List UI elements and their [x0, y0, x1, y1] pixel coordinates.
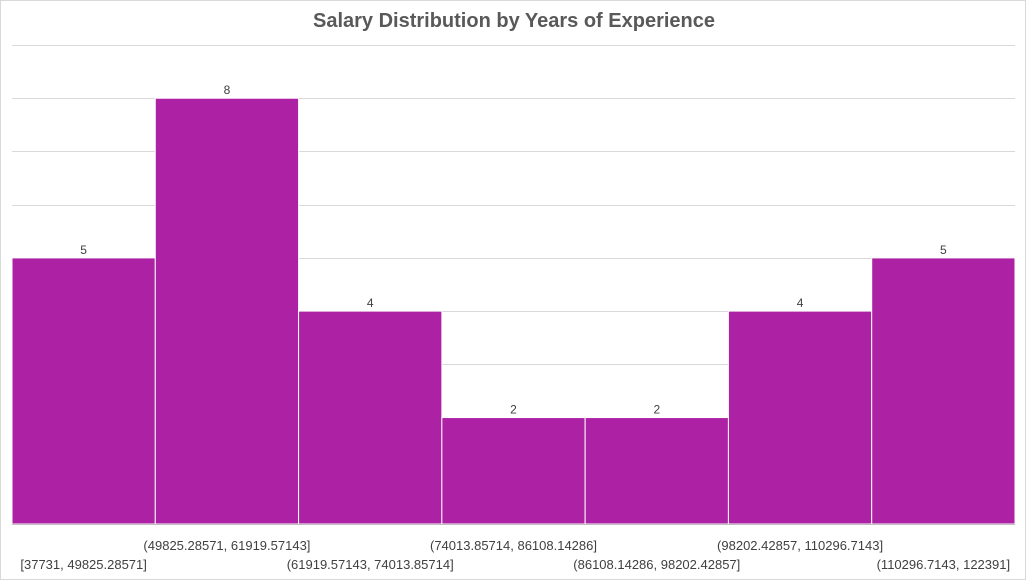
histogram-bar [727, 310, 873, 525]
bar-value-label: 2 [653, 403, 660, 417]
bar-value-label: 5 [940, 243, 947, 257]
x-tick-label: (61919.57143, 74013.85714] [287, 557, 454, 572]
x-tick-label: (74013.85714, 86108.14286] [430, 538, 597, 553]
histogram-bar [11, 257, 156, 525]
histogram-bar [154, 97, 300, 525]
histogram-bar [871, 257, 1016, 525]
x-tick-label: (98202.42857, 110296.7143] [717, 538, 883, 553]
bar-value-label: 2 [510, 403, 517, 417]
bar-value-label: 5 [80, 243, 87, 257]
histogram-bar [584, 417, 729, 525]
x-tick-label: (49825.28571, 61919.57143] [143, 538, 310, 553]
histogram-bar [298, 310, 443, 525]
x-tick-label: [37731, 49825.28571] [20, 557, 147, 572]
chart-title: Salary Distribution by Years of Experien… [312, 10, 715, 32]
x-tick-label: (86108.14286, 98202.42857] [573, 557, 740, 572]
bar-value-label: 8 [224, 83, 231, 97]
x-tick-label: (110296.7143, 122391] [877, 557, 1011, 572]
bar-value-label: 4 [367, 296, 374, 310]
bar-value-label: 4 [797, 296, 804, 310]
histogram-bar [441, 417, 586, 525]
